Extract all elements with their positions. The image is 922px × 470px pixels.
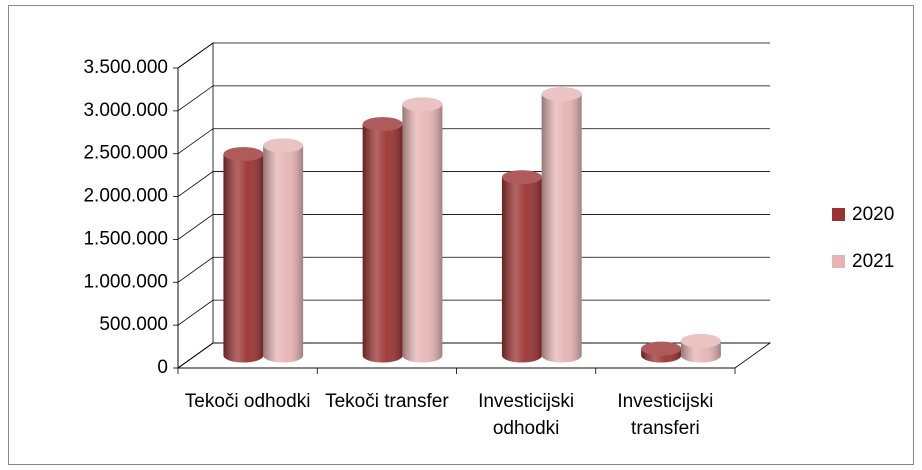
bar [541,87,582,363]
grid-line [177,342,770,369]
legend-swatch [832,208,845,221]
y-tick-label: 1.500.000 [83,228,168,249]
grid-line [177,42,770,69]
legend-swatch [832,255,845,268]
y-tick-label: 2.500.000 [83,143,168,164]
grid-line [177,299,770,326]
bar [501,170,542,363]
bar [680,333,721,363]
bar [641,341,682,363]
x-tick-label: Investicijski transferi [617,391,714,439]
grid-line [177,256,770,283]
bar [362,117,403,363]
y-tick-label: 500.000 [99,314,168,335]
grid-line [177,171,770,197]
y-tick-label: 1.000.000 [83,271,168,292]
bar [223,147,264,363]
y-tick-label: 0 [157,357,168,378]
grid-line [177,85,770,112]
x-tick-label: Tekoči odhodki [184,391,311,412]
y-tick-label: 2.000.000 [83,186,168,207]
y-tick-label: 3.000.000 [83,100,168,121]
y-tick-label: 3.500.000 [83,57,168,78]
bar [263,138,304,363]
x-tick-label: Investicijski odhodki [478,391,575,439]
grid-line [177,214,770,240]
chart-border [8,5,914,465]
x-tick-label: Tekoči transfer [325,391,449,412]
legend-label: 2021 [852,251,894,272]
legend-label: 2020 [852,204,894,225]
grid-line [177,128,770,155]
bar [402,97,443,363]
